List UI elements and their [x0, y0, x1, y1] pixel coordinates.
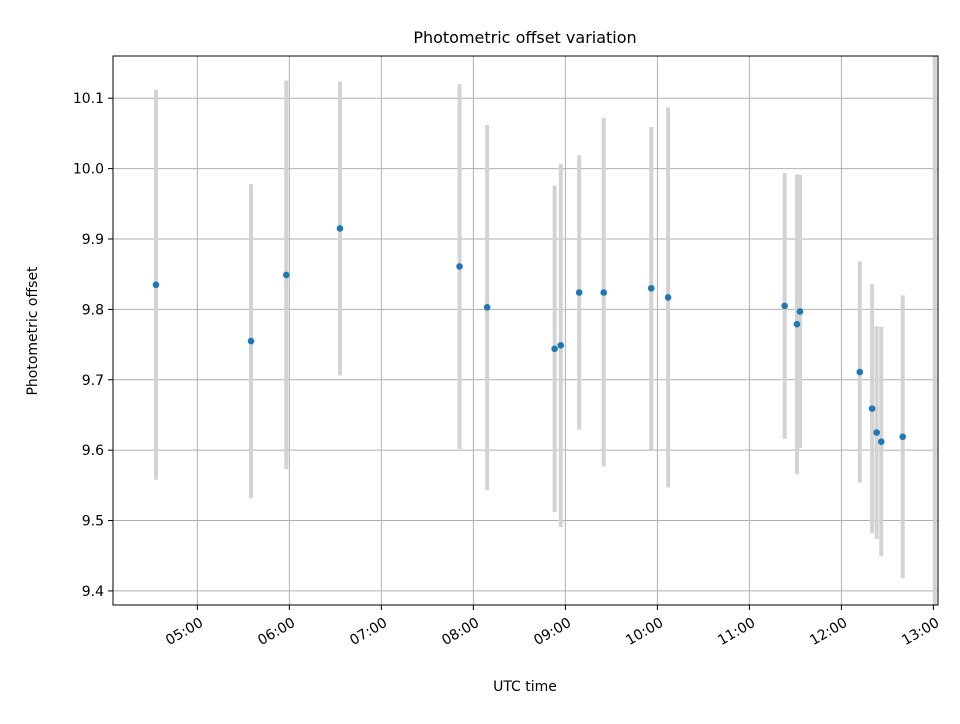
data-point [793, 320, 801, 328]
data-point [856, 368, 864, 376]
data-point [873, 429, 880, 436]
data-point [664, 294, 672, 301]
y-axis-ticks: 9.4 9.5 9.6 9.7 9.8 9.9 10.0 10.1 [73, 91, 113, 600]
plot-frame [112, 55, 939, 606]
data-point [781, 302, 788, 310]
y-tick-label: 9.4 [82, 584, 104, 600]
y-tick-label: 9.6 [82, 443, 104, 459]
data-point [647, 284, 655, 292]
y-tick-label: 10.0 [73, 162, 104, 178]
data-point [282, 271, 290, 279]
y-tick-label: 9.5 [82, 514, 104, 530]
data-points [152, 225, 907, 446]
data-point [336, 225, 344, 232]
chart-title: Photometric offset variation [413, 28, 636, 47]
y-tick-label: 9.9 [82, 232, 104, 248]
x-axis-label: UTC time [493, 679, 557, 695]
data-point [877, 438, 885, 446]
data-point [483, 303, 491, 311]
data-point [868, 405, 876, 412]
data-point [247, 337, 255, 345]
data-point [796, 308, 804, 315]
data-point [456, 263, 463, 270]
y-tick-label: 10.1 [73, 91, 104, 107]
data-point [551, 345, 558, 353]
data-point [600, 289, 608, 296]
data-point [152, 281, 160, 289]
y-tick-label: 9.7 [82, 373, 104, 389]
data-point [575, 289, 583, 296]
y-tick-label: 9.8 [82, 302, 104, 318]
data-point [557, 341, 565, 349]
y-axis-label: Photometric offset [25, 266, 41, 396]
data-point [899, 433, 907, 441]
